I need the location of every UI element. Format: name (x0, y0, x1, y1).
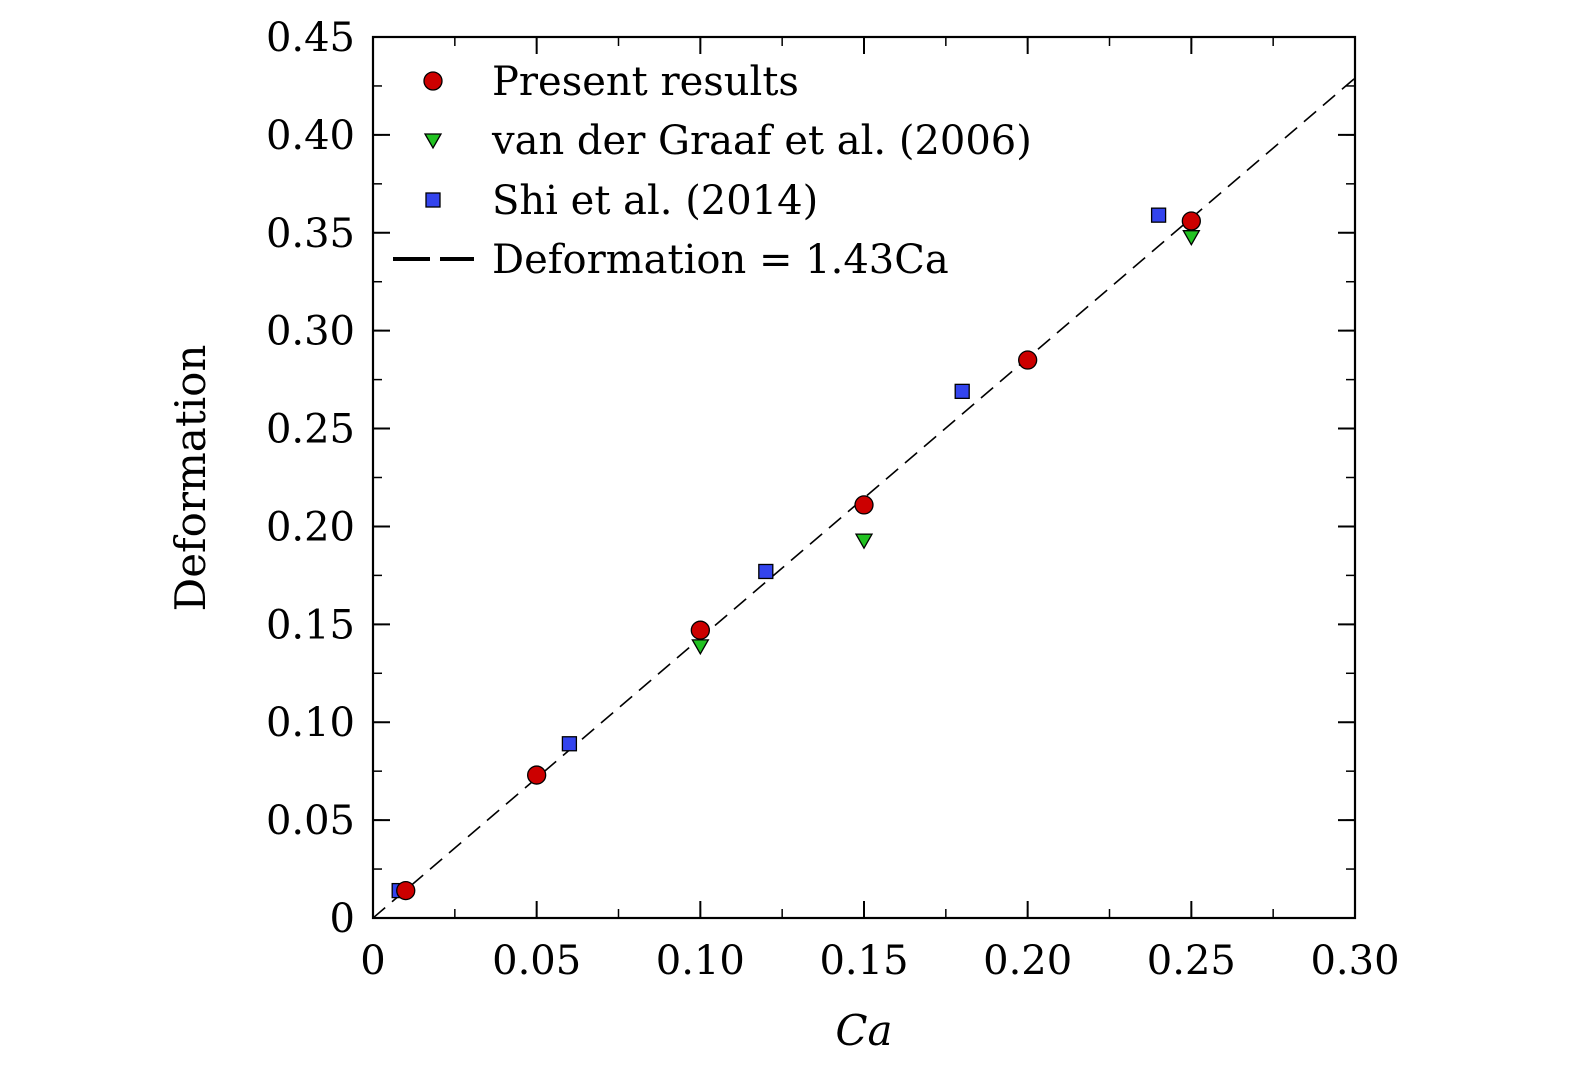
x-tick-label: 0.30 (1310, 938, 1399, 984)
legend-marker (423, 71, 443, 91)
data-point (690, 620, 710, 640)
y-tick-label: 0.20 (266, 504, 355, 550)
y-tick-label: 0 (330, 896, 355, 942)
legend-marker (425, 192, 441, 208)
data-point (954, 383, 970, 400)
y-tick-label: 0.45 (266, 15, 355, 61)
y-tick-label: 0.10 (266, 700, 355, 746)
y-tick-label: 0.25 (266, 407, 355, 453)
x-tick-label: 0 (360, 938, 385, 984)
legend: Present results van der Graaf et al. (200… (393, 59, 1032, 283)
data-points (391, 207, 1201, 901)
tick-labels: 0 0.05 0.10 0.15 0.20 0.25 0.30 0 0.05 0.10 0.15 0.… (266, 15, 1400, 984)
y-axis-title: Deformation (166, 345, 215, 612)
data-point (1018, 350, 1038, 370)
legend-label: Deformation = 1.43Ca (492, 237, 949, 283)
x-tick-label: 0.15 (819, 938, 908, 984)
data-point (561, 736, 578, 752)
axis-ticks (372, 36, 1356, 919)
legend-label: Shi et al. (2014) (492, 178, 818, 224)
data-point (1150, 207, 1167, 223)
x-tick-label: 0.05 (492, 938, 581, 984)
data-point (854, 533, 874, 550)
y-tick-label: 0.30 (266, 309, 355, 355)
y-tick-label: 0.40 (266, 113, 355, 159)
legend-marker (423, 133, 443, 150)
x-tick-label: 0.10 (656, 938, 745, 984)
x-tick-label: 0.25 (1147, 938, 1236, 984)
y-tick-label: 0.15 (266, 602, 355, 648)
data-point (1181, 211, 1201, 231)
data-point (396, 880, 416, 901)
data-point (854, 495, 874, 515)
y-tick-label: 0.35 (266, 211, 355, 257)
data-point (1182, 230, 1201, 247)
y-tick-label: 0.05 (266, 798, 355, 844)
legend-label: van der Graaf et al. (2006) (491, 118, 1032, 164)
data-point (527, 765, 547, 785)
data-point (691, 639, 710, 656)
data-point (758, 563, 774, 580)
plot-frame (371, 35, 1357, 920)
legend-label: Present results (492, 59, 799, 105)
x-axis-title: Ca (835, 1006, 892, 1055)
x-tick-label: 0.20 (983, 938, 1072, 984)
